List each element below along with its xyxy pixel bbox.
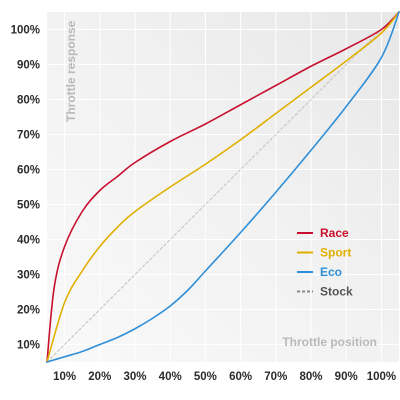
x-tick-label: 60%	[229, 371, 252, 383]
series-line-eco	[46, 11, 400, 363]
series-line-sport	[46, 11, 400, 363]
x-tick-label: 90%	[335, 371, 358, 383]
legend-label-eco: Eco	[320, 265, 342, 279]
y-tick-label: 60%	[17, 165, 40, 177]
x-tick-label: 50%	[194, 371, 217, 383]
series-line-stock	[46, 11, 400, 363]
legend-label-race: Race	[320, 226, 349, 240]
x-tick-label: 20%	[88, 371, 111, 383]
series-lines	[46, 11, 400, 363]
y-tick-label: 20%	[17, 305, 40, 317]
x-tick-label: 30%	[123, 371, 146, 383]
y-axis-label: Throttle response	[64, 20, 78, 122]
y-tick-label: 50%	[17, 200, 40, 212]
legend-label-stock: Stock	[320, 285, 353, 299]
x-tick-label: 70%	[264, 371, 287, 383]
x-tick-label: 40%	[159, 371, 182, 383]
x-axis-ticks: 10% 20% 30% 40% 50% 60% 70% 80% 90% 100%	[53, 371, 396, 383]
y-tick-label: 30%	[17, 270, 40, 282]
x-tick-label: 10%	[53, 371, 76, 383]
x-tick-label: 100%	[367, 371, 396, 383]
y-axis-ticks: 10% 20% 30% 40% 50% 60% 70% 80% 90% 100%	[11, 25, 40, 352]
x-axis-label: Throttle position	[282, 335, 377, 349]
legend-label-sport: Sport	[320, 246, 351, 260]
y-tick-label: 40%	[17, 235, 40, 247]
y-tick-label: 90%	[17, 60, 40, 72]
y-tick-label: 100%	[11, 25, 40, 37]
y-tick-label: 80%	[17, 95, 40, 107]
x-tick-label: 80%	[299, 371, 322, 383]
y-tick-label: 10%	[17, 340, 40, 352]
series-line-race	[46, 11, 400, 363]
legend: Race Sport Eco Stock	[297, 226, 353, 299]
y-tick-label: 70%	[17, 130, 40, 142]
